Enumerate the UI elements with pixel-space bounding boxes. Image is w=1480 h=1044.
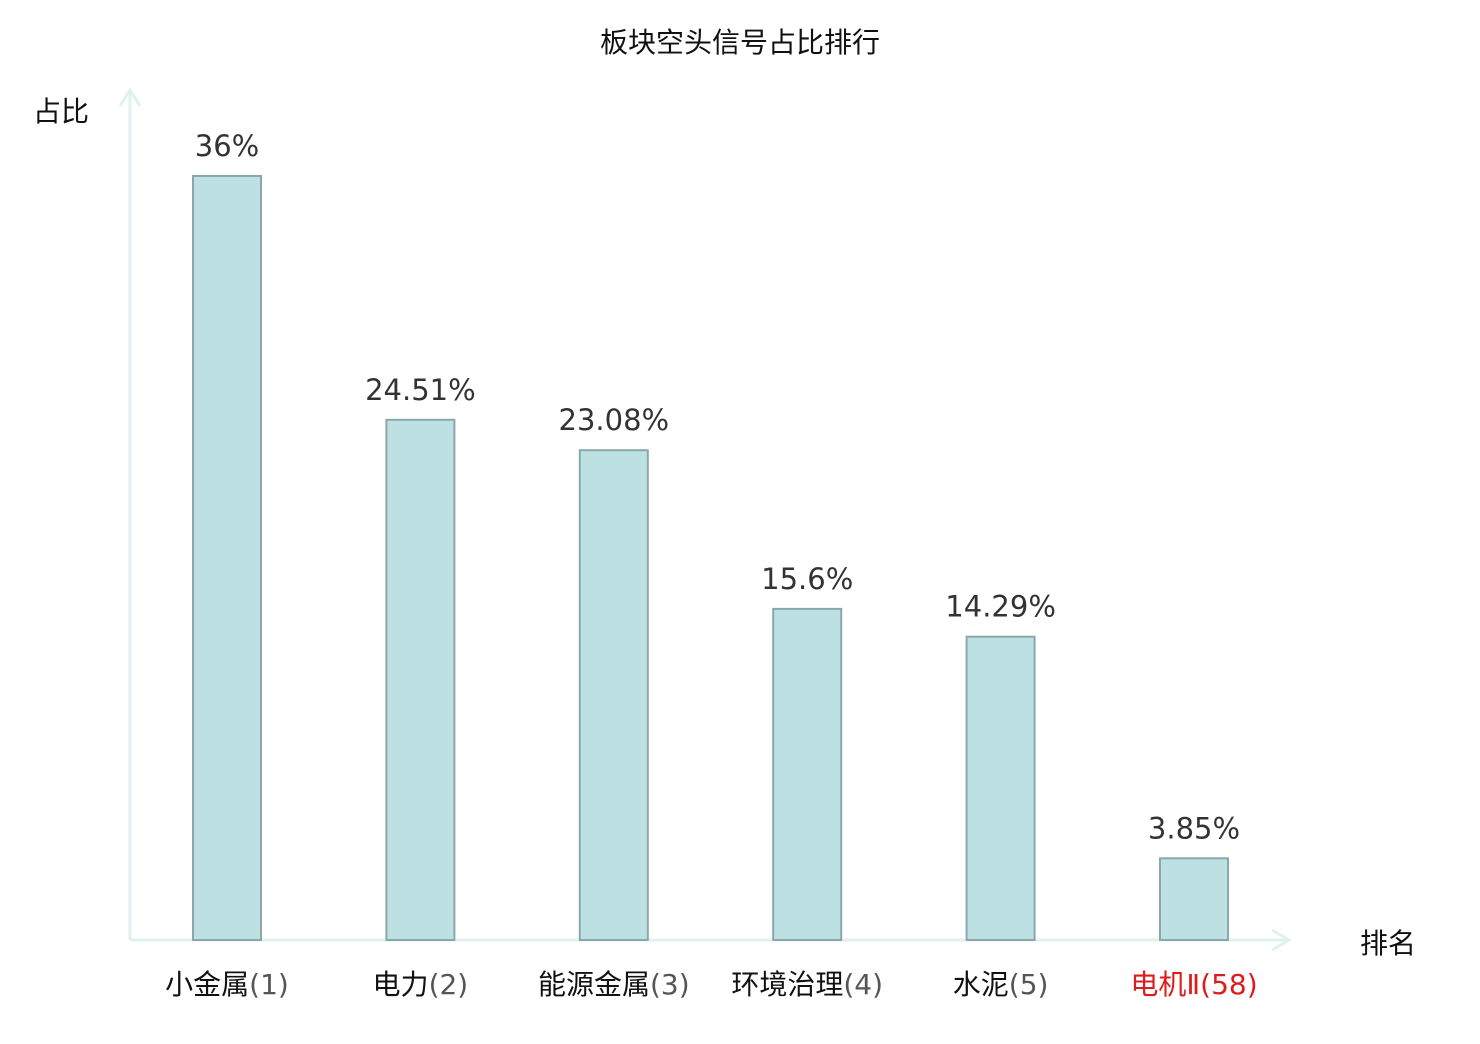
category-rank: (4): [843, 968, 883, 1001]
category-rank: (1): [249, 968, 289, 1001]
category-label: 环境治理(4): [731, 968, 883, 1001]
category-labels: 小金属(1) 电力(2) 能源金属(3) 环境治理(4) 水泥(5) 电机Ⅱ(58): [165, 968, 1257, 1001]
bar-value-label: 23.08%: [559, 403, 670, 437]
category-label: 能源金属(3): [538, 968, 690, 1001]
bar-value-label: 24.51%: [365, 373, 476, 407]
x-axis: [130, 928, 1292, 952]
category-label: 电机Ⅱ(58): [1130, 968, 1257, 1001]
category-label: 水泥(5): [953, 968, 1049, 1001]
category-name: 小金属: [165, 968, 249, 1001]
category-name: 电机Ⅱ: [1130, 968, 1200, 1001]
category-rank: (2): [429, 968, 469, 1001]
bar: [192, 175, 262, 941]
chart-title: 板块空头信号占比排行: [600, 26, 880, 59]
category-name: 水泥: [953, 968, 1009, 1001]
category-label: 小金属(1): [165, 968, 289, 1001]
y-axis: [118, 87, 142, 940]
bar-value-label: 36%: [195, 129, 259, 163]
bar-value-label: 14.29%: [945, 590, 1056, 624]
bar: [965, 635, 1036, 941]
bar: [772, 607, 843, 942]
category-rank: (5): [1009, 968, 1049, 1001]
category-name: 电力: [373, 968, 429, 1001]
category-name: 能源金属: [538, 968, 650, 1001]
x-axis-arrow: [1271, 928, 1292, 952]
bar: [385, 418, 456, 941]
category-rank: (3): [650, 968, 690, 1001]
x-axis-title: 排名: [1360, 927, 1416, 960]
category-rank: (58): [1200, 968, 1257, 1001]
y-axis-arrow: [118, 87, 142, 107]
bar-series: [192, 175, 1229, 942]
value-labels: 36% 24.51% 23.08% 15.6% 14.29% 3.85%: [195, 129, 1240, 845]
category-label: 电力(2): [373, 968, 469, 1001]
bar: [1159, 857, 1229, 941]
bar-value-label: 3.85%: [1148, 811, 1240, 845]
bar: [578, 449, 649, 941]
bar-value-label: 15.6%: [761, 562, 853, 596]
y-axis-title: 占比: [33, 95, 89, 128]
category-name: 环境治理: [731, 968, 843, 1001]
